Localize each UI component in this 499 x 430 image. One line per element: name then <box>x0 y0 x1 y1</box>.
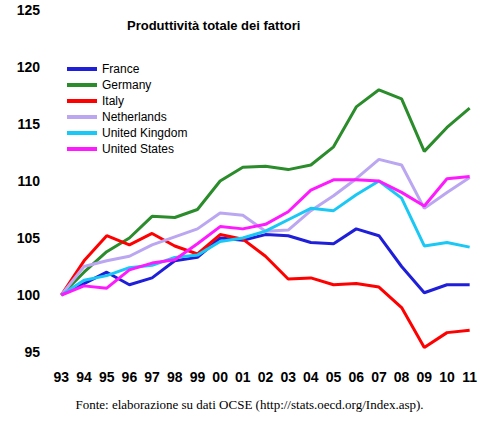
svg-text:115: 115 <box>17 116 40 132</box>
svg-text:105: 105 <box>17 230 41 246</box>
svg-text:11: 11 <box>462 369 477 385</box>
svg-text:125: 125 <box>17 2 41 18</box>
svg-text:Italy: Italy <box>102 94 124 108</box>
svg-text:100: 100 <box>17 287 41 303</box>
svg-text:06: 06 <box>348 369 364 385</box>
svg-text:02: 02 <box>258 369 274 385</box>
svg-text:00: 00 <box>212 369 228 385</box>
svg-text:09: 09 <box>417 369 433 385</box>
svg-text:96: 96 <box>122 369 138 385</box>
svg-text:99: 99 <box>190 369 206 385</box>
svg-text:United Kingdom: United Kingdom <box>102 126 187 140</box>
svg-text:95: 95 <box>24 344 40 360</box>
svg-text:France: France <box>102 62 140 76</box>
svg-text:95: 95 <box>99 369 115 385</box>
svg-text:United States: United States <box>102 142 174 156</box>
svg-text:03: 03 <box>280 369 296 385</box>
svg-text:10: 10 <box>439 369 455 385</box>
svg-text:110: 110 <box>17 173 40 189</box>
svg-text:05: 05 <box>326 369 342 385</box>
svg-text:Fonte: elaborazione su dati OC: Fonte: elaborazione su dati OCSE (http:/… <box>75 397 423 412</box>
svg-text:01: 01 <box>235 369 251 385</box>
svg-text:97: 97 <box>144 369 160 385</box>
svg-text:94: 94 <box>76 369 92 385</box>
svg-text:Produttività totale dei fattor: Produttività totale dei fattori <box>127 18 300 33</box>
svg-text:120: 120 <box>17 59 41 75</box>
svg-text:Netherlands: Netherlands <box>102 110 167 124</box>
svg-text:98: 98 <box>167 369 183 385</box>
svg-text:93: 93 <box>54 369 70 385</box>
svg-text:08: 08 <box>394 369 410 385</box>
svg-text:Germany: Germany <box>102 78 151 92</box>
svg-text:04: 04 <box>303 369 319 385</box>
svg-text:07: 07 <box>371 369 387 385</box>
